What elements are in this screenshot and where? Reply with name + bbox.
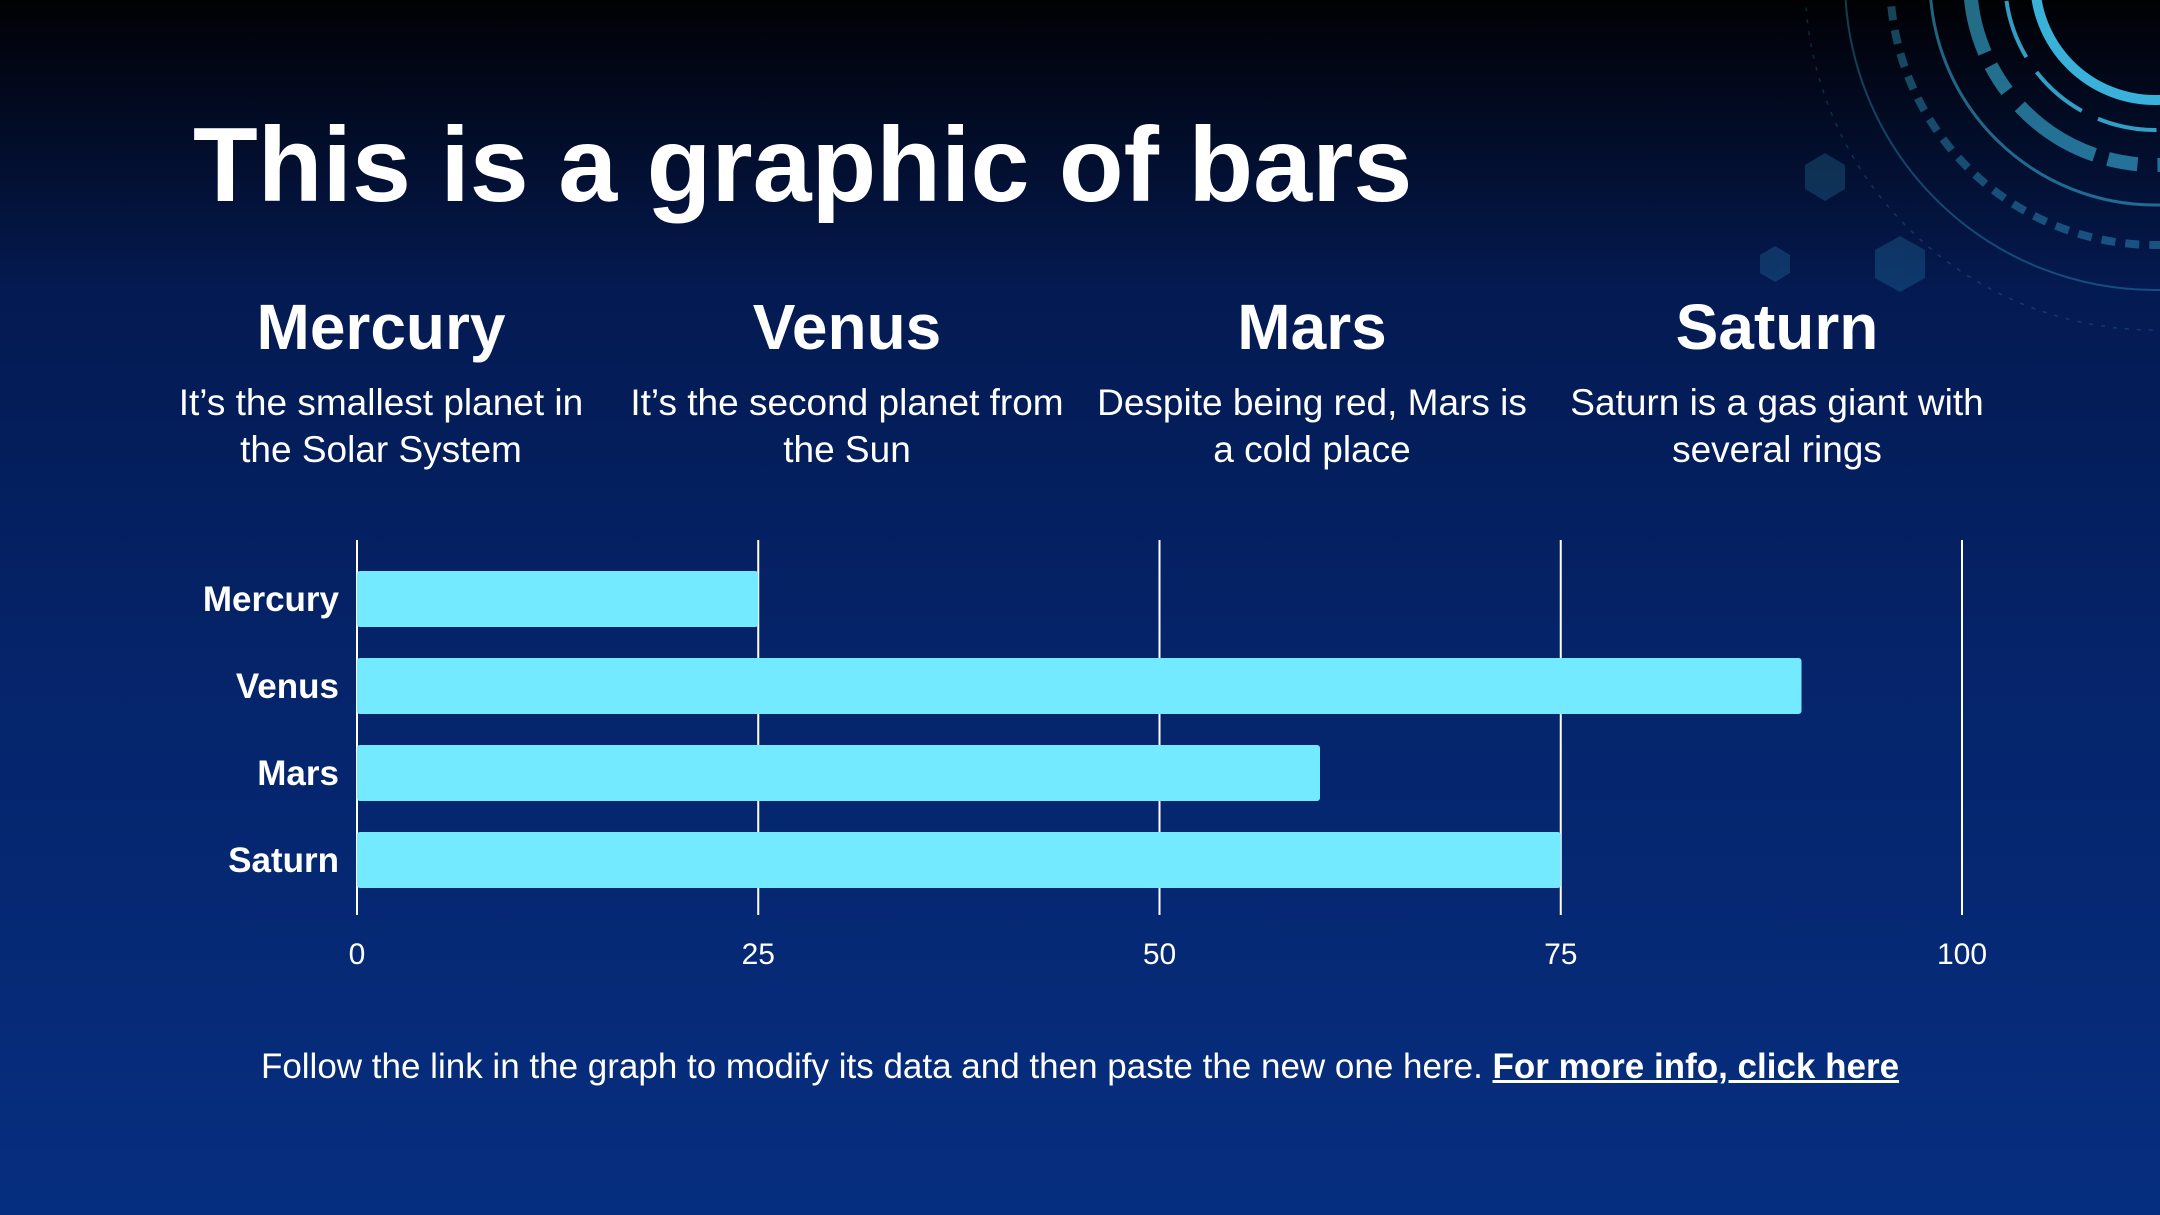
planet-heading: Mars <box>1237 291 1387 363</box>
y-category-label: Saturn <box>228 841 339 880</box>
y-category-label: Mercury <box>203 580 340 619</box>
x-tick-label: 75 <box>1544 938 1577 971</box>
x-tick-label: 50 <box>1143 938 1176 971</box>
planet-description: It’s the smallest planet in the Solar Sy… <box>178 382 584 470</box>
x-tick-label: 25 <box>742 938 775 971</box>
planet-column-mars: Mars Despite being red, Mars is a cold p… <box>1087 285 1537 473</box>
slide-title: This is a graphic of bars <box>193 106 1413 224</box>
y-category-label: Venus <box>236 667 339 706</box>
planet-heading: Mercury <box>256 291 506 363</box>
footer-text: Follow the link in the graph to modify i… <box>260 1047 1483 1086</box>
planet-description: Despite being red, Mars is a cold place <box>1097 382 1527 470</box>
planet-column-mercury: Mercury It’s the smallest planet in the … <box>156 285 606 473</box>
bar-saturn <box>357 832 1561 888</box>
planet-description: It’s the second planet from the Sun <box>630 382 1064 470</box>
tech-circle-decoration <box>1760 0 2160 331</box>
y-category-label: Mars <box>257 754 339 793</box>
footer-note: Follow the link in the graph to modify i… <box>0 1044 2160 1090</box>
planet-heading: Venus <box>752 291 942 363</box>
x-tick-label: 0 <box>349 938 366 971</box>
planet-heading: Saturn <box>1675 291 1879 363</box>
bar-mars <box>357 745 1320 801</box>
bar-venus <box>357 658 1802 714</box>
planet-description: Saturn is a gas giant with several rings <box>1570 382 1984 470</box>
planet-column-saturn: Saturn Saturn is a gas giant with severa… <box>1552 285 2002 473</box>
planet-column-venus: Venus It’s the second planet from the Su… <box>622 285 1072 473</box>
x-tick-label: 100 <box>1937 938 1987 971</box>
more-info-link[interactable]: For more info, click here <box>1492 1047 1900 1086</box>
bar-mercury <box>357 571 759 627</box>
